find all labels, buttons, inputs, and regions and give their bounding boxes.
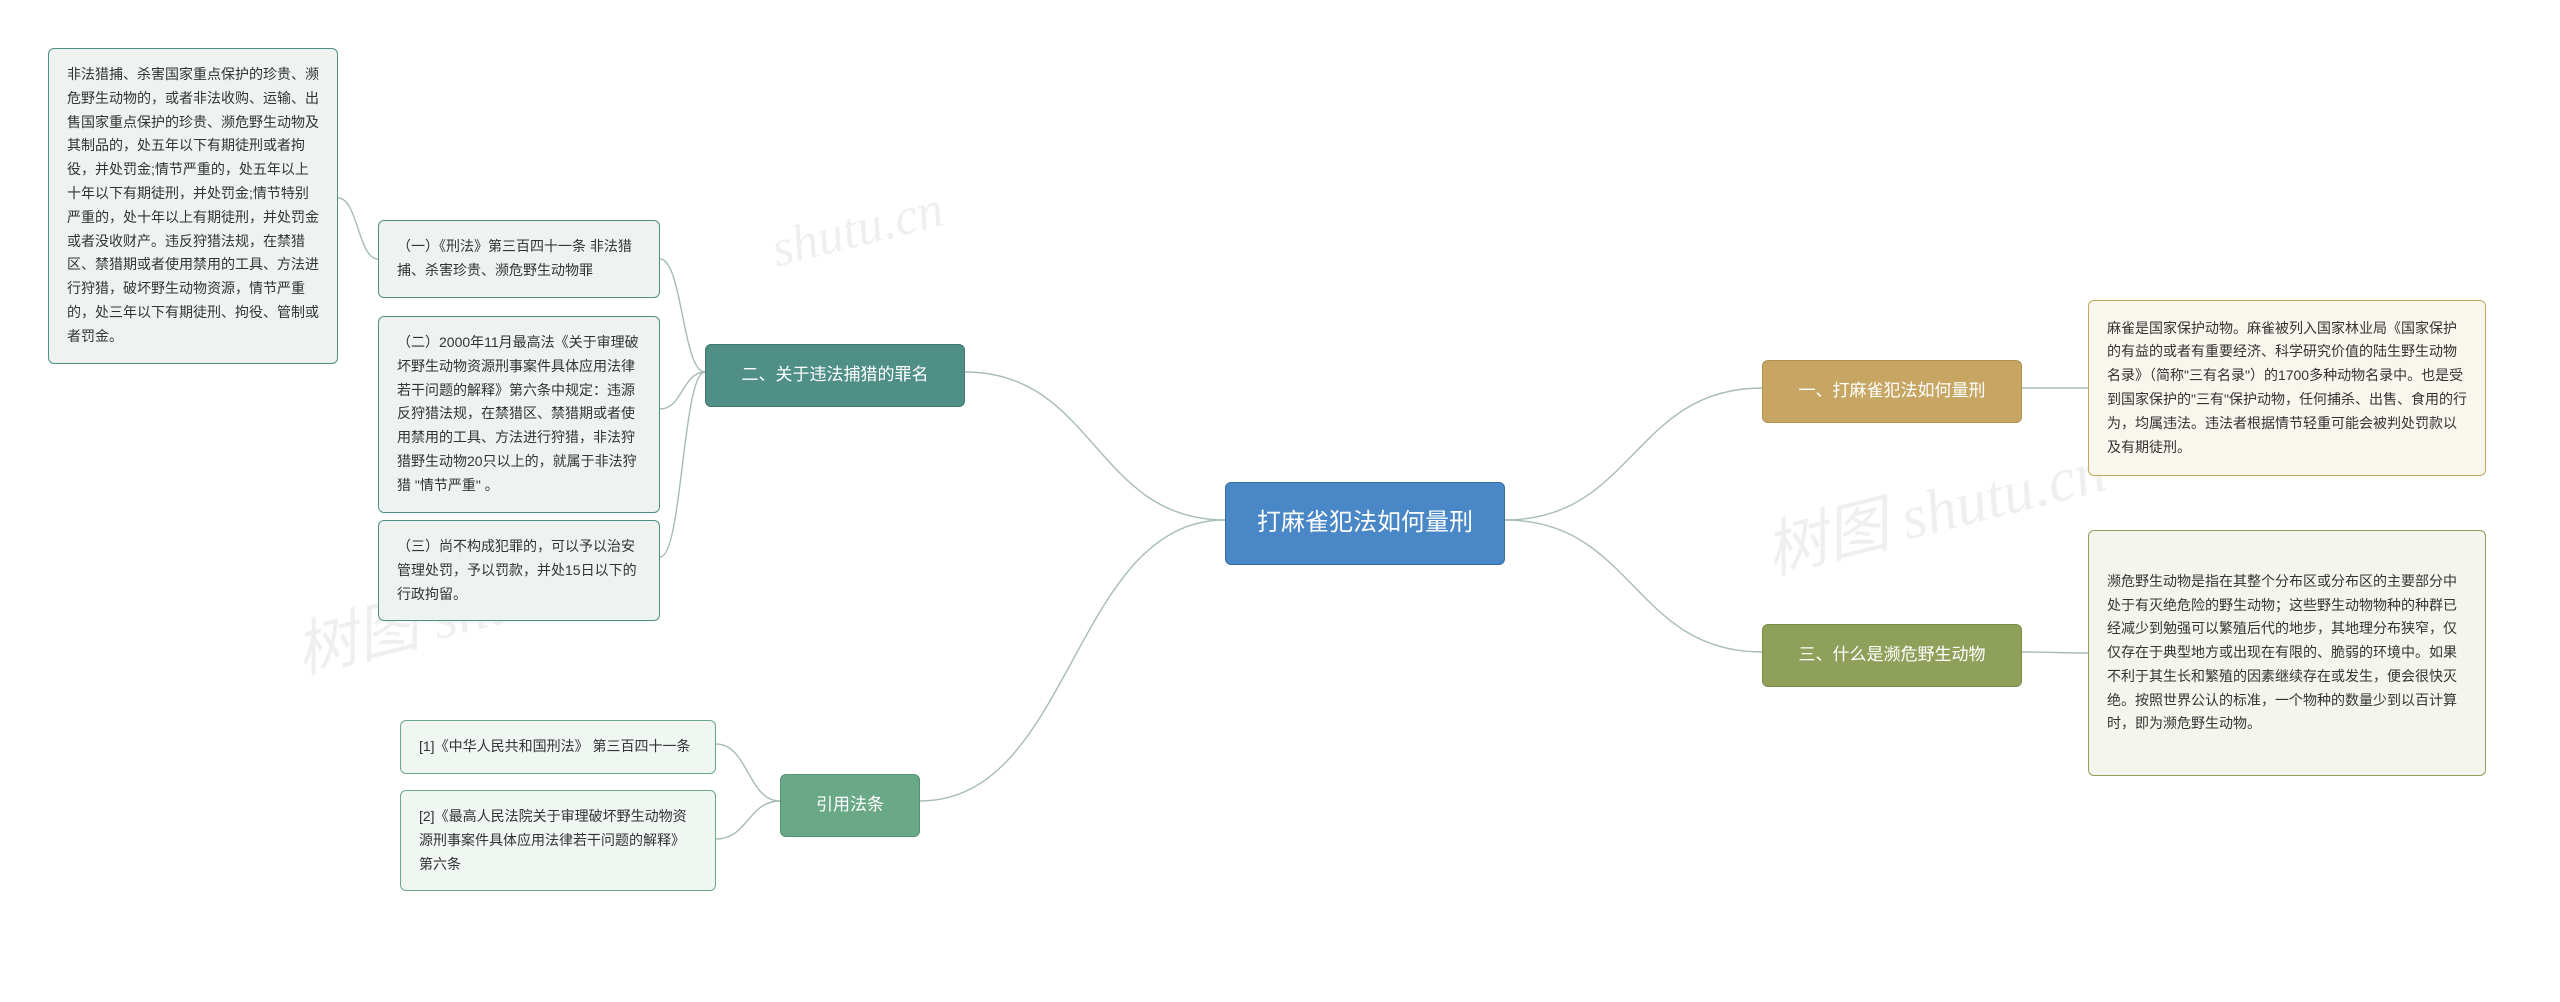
branch-sentencing[interactable]: 一、打麻雀犯法如何量刑	[1762, 360, 2022, 423]
leaf-ref-1: [1]《中华人民共和国刑法》 第三百四十一条	[400, 720, 716, 774]
branch-cited-laws[interactable]: 引用法条	[780, 774, 920, 837]
leaf-crime-1-detail: 非法猎捕、杀害国家重点保护的珍贵、濒危野生动物的，或者非法收购、运输、出售国家重…	[48, 48, 338, 364]
watermark-3: 树图 shutu.cn	[1754, 419, 2113, 590]
root-node[interactable]: 打麻雀犯法如何量刑	[1225, 482, 1505, 565]
leaf-ref-2: [2]《最高人民法院关于审理破坏野生动物资源刑事案件具体应用法律若干问题的解释》…	[400, 790, 716, 891]
leaf-crime-3: （三）尚不构成犯罪的，可以予以治安管理处罚，予以罚款，并处15日以下的行政拘留。	[378, 520, 660, 621]
branch-crimes[interactable]: 二、关于违法捕猎的罪名	[705, 344, 965, 407]
watermark-2: shutu.cn	[765, 180, 949, 280]
leaf-sentencing-detail: 麻雀是国家保护动物。麻雀被列入国家林业局《国家保护的有益的或者有重要经济、科学研…	[2088, 300, 2486, 476]
leaf-crime-2: （二）2000年11月最高法《关于审理破坏野生动物资源刑事案件具体应用法律若干问…	[378, 316, 660, 513]
branch-endangered[interactable]: 三、什么是濒危野生动物	[1762, 624, 2022, 687]
leaf-endangered-detail: 濒危野生动物是指在其整个分布区或分布区的主要部分中处于有灭绝危险的野生动物；这些…	[2088, 530, 2486, 776]
leaf-crime-1: （一）《刑法》第三百四十一条 非法猎捕、杀害珍贵、濒危野生动物罪	[378, 220, 660, 298]
